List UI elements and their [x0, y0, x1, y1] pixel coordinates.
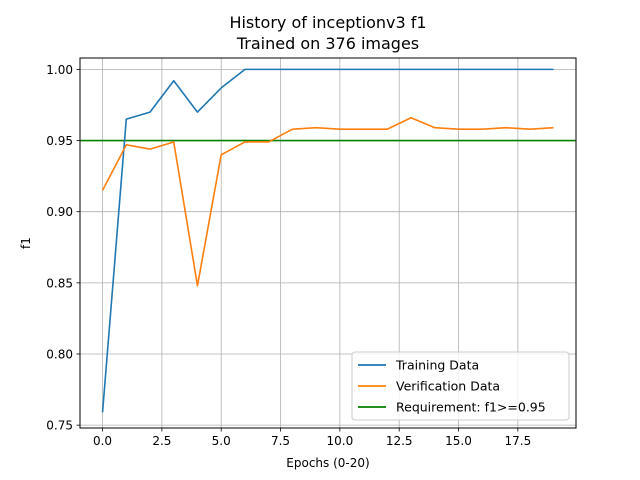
- legend-label-requirement: Requirement: f1>=0.95: [396, 400, 546, 415]
- legend-label-verification: Verification Data: [396, 379, 500, 394]
- y-axis-ticks: 0.75 0.80 0.85 0.90 0.95 1.00: [46, 63, 80, 433]
- y-axis-label: f1: [19, 237, 33, 249]
- legend: Training Data Verification Data Requirem…: [351, 351, 570, 421]
- x-tick-label: 2.5: [152, 434, 171, 448]
- x-axis-ticks: 0.0 2.5 5.0 7.5 10.0 12.5 15.0 17.5: [93, 428, 531, 448]
- chart-title-line1: History of inceptionv3 f1: [229, 13, 426, 32]
- x-tick-label: 17.5: [504, 434, 531, 448]
- x-tick-label: 12.5: [386, 434, 413, 448]
- x-tick-label: 15.0: [445, 434, 472, 448]
- y-tick-label: 0.75: [46, 419, 73, 433]
- plot-frame: [79, 57, 577, 429]
- x-axis-label: Epochs (0-20): [286, 456, 369, 470]
- x-tick-label: 10.0: [327, 434, 354, 448]
- legend-label-training: Training Data: [395, 358, 479, 373]
- chart-title-line2: Trained on 376 images: [236, 34, 419, 53]
- y-tick-label: 0.85: [46, 276, 73, 290]
- y-tick-label: 0.80: [46, 348, 73, 362]
- training-data-line: [101, 68, 554, 413]
- x-tick-label: 5.0: [212, 434, 231, 448]
- y-tick-label: 0.95: [46, 134, 73, 148]
- y-tick-label: 1.00: [46, 63, 73, 77]
- legend-box: [351, 351, 570, 421]
- x-tick-label: 0.0: [93, 434, 112, 448]
- y-tick-label: 0.90: [46, 205, 73, 219]
- series-layer: [101, 68, 554, 413]
- x-tick-label: 7.5: [271, 434, 290, 448]
- verification-data-line: [101, 116, 554, 287]
